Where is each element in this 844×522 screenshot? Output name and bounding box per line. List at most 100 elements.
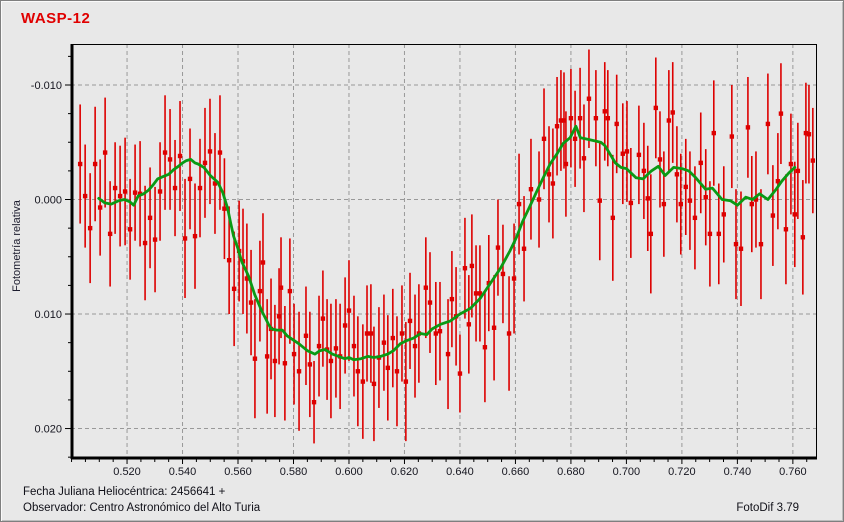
- data-point: [581, 156, 587, 161]
- footer-observer: Observador: Centro Astronómico del Alto …: [23, 502, 261, 514]
- data-point: [287, 288, 293, 294]
- data-point: [707, 231, 713, 237]
- data-point: [516, 201, 522, 207]
- data-point: [272, 358, 278, 364]
- y-axis-title: Fotometría relativa: [11, 200, 23, 292]
- page-title: WASP-12: [21, 10, 91, 27]
- data-point: [653, 105, 659, 111]
- data-point: [244, 276, 250, 281]
- x-tick-label: 0.740: [724, 466, 752, 478]
- data-point: [729, 134, 735, 139]
- x-tick-label: 0.760: [779, 466, 807, 478]
- data-point: [423, 285, 429, 290]
- gridlines: [71, 44, 817, 459]
- data-point: [469, 263, 475, 269]
- data-point: [346, 308, 352, 313]
- data-point: [257, 288, 263, 294]
- data-point: [192, 233, 198, 239]
- data-point: [711, 130, 716, 136]
- data-point: [457, 371, 463, 376]
- data-point: [427, 300, 433, 305]
- data-point: [678, 201, 683, 207]
- data-point: [87, 225, 93, 231]
- footer-julian-date: Fecha Juliana Heliocéntrica: 2456641 +: [23, 486, 226, 498]
- data-point: [477, 291, 483, 296]
- app-version: FotoDif 3.79: [736, 502, 799, 514]
- x-tick-label: 0.700: [613, 466, 641, 478]
- data-point: [500, 271, 506, 277]
- data-point: [602, 109, 607, 114]
- data-point: [187, 176, 193, 182]
- data-point: [462, 266, 468, 271]
- data-point: [291, 351, 297, 357]
- data-point: [792, 212, 798, 217]
- data-point: [561, 118, 567, 123]
- x-tick-label: 0.680: [557, 466, 585, 478]
- data-point: [248, 300, 254, 305]
- data-point: [758, 241, 764, 247]
- data-point: [127, 227, 133, 232]
- y-tick-label: 0.020: [34, 424, 62, 436]
- data-point: [546, 172, 552, 177]
- y-tick-label: -0.010: [31, 80, 62, 92]
- data-point: [683, 184, 688, 190]
- data-point: [197, 185, 203, 191]
- data-point: [152, 237, 158, 242]
- data-point: [661, 201, 667, 207]
- data-point: [433, 331, 439, 336]
- data-point: [371, 381, 377, 387]
- data-point: [586, 96, 592, 101]
- data-point: [466, 322, 472, 327]
- data-point: [692, 215, 698, 221]
- data-point: [486, 280, 492, 286]
- data-point: [628, 200, 634, 206]
- x-tick-label: 0.580: [280, 466, 308, 478]
- data-point: [252, 356, 258, 361]
- data-point: [117, 193, 123, 199]
- x-tick-label: 0.600: [335, 466, 363, 478]
- data-point: [394, 369, 400, 374]
- data-point: [541, 136, 547, 142]
- data-point: [264, 354, 270, 359]
- x-tick-label: 0.720: [668, 466, 696, 478]
- data-point: [112, 185, 118, 191]
- y-tick-label: 0.000: [34, 195, 62, 207]
- data-point: [738, 246, 744, 251]
- data-point: [749, 201, 755, 207]
- data-point: [473, 291, 479, 296]
- data-point: [506, 331, 512, 336]
- data-point: [107, 231, 113, 237]
- data-point: [687, 198, 693, 203]
- data-point: [636, 152, 642, 158]
- data-point: [437, 329, 443, 334]
- data-point: [333, 346, 339, 351]
- data-point: [97, 205, 103, 210]
- data-point: [674, 172, 680, 177]
- data-point: [558, 118, 564, 123]
- y-tick-label: 0.010: [34, 309, 62, 321]
- data-point: [511, 276, 517, 281]
- x-tick-label: 0.540: [169, 466, 197, 478]
- data-point: [147, 215, 153, 221]
- data-point: [355, 369, 361, 374]
- data-point: [320, 316, 326, 321]
- data-point: [778, 111, 784, 116]
- data-point: [765, 121, 771, 127]
- data-point: [803, 130, 809, 136]
- data-point: [449, 296, 455, 302]
- data-point: [360, 379, 366, 384]
- data-point: [407, 318, 413, 324]
- x-tick-label: 0.620: [391, 466, 419, 478]
- data-point: [122, 189, 128, 194]
- data-point: [231, 286, 237, 292]
- data-point: [572, 136, 578, 142]
- data-point: [364, 331, 370, 336]
- data-point: [698, 160, 703, 166]
- error-bars: [79, 49, 814, 444]
- data-point: [202, 160, 208, 166]
- data-point: [753, 197, 759, 202]
- data-point: [102, 150, 108, 155]
- data-point: [645, 196, 650, 201]
